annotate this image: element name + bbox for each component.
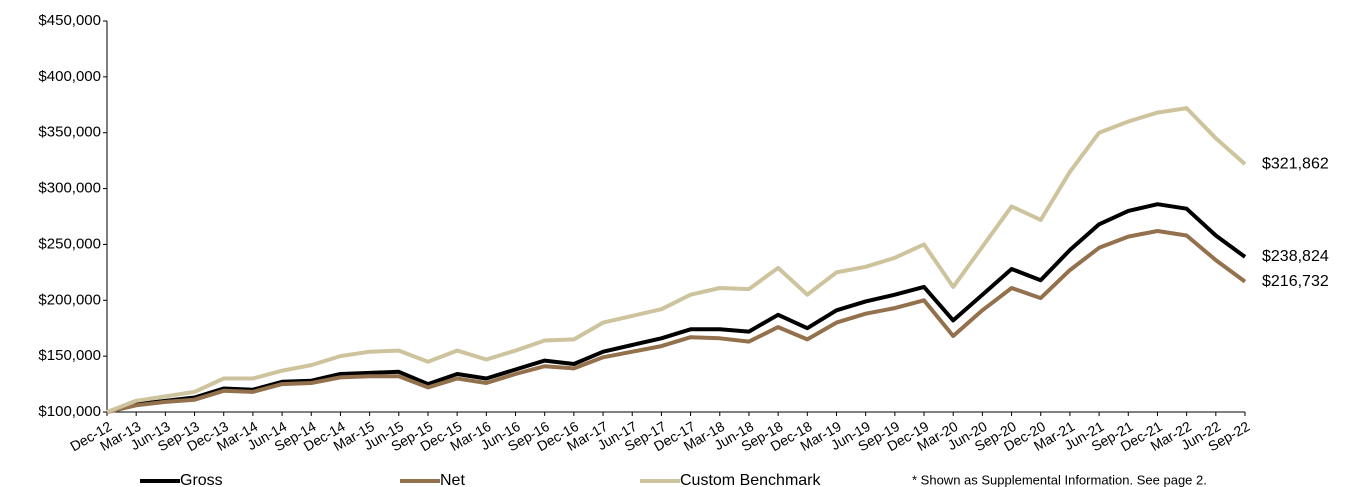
y-tick-label: $450,000 <box>38 12 101 29</box>
value-label: $238,824 <box>1262 248 1329 265</box>
legend-label: Gross <box>180 472 223 487</box>
series-line <box>106 202 1247 414</box>
y-tick-label: $150,000 <box>38 347 101 364</box>
y-tick-label: $100,000 <box>38 403 101 420</box>
y-tick-label: $400,000 <box>38 68 101 85</box>
series-line <box>106 106 1247 414</box>
value-label: $321,862 <box>1262 155 1329 172</box>
footnote: * Shown as Supplemental Information. See… <box>912 472 1207 487</box>
y-tick-label: $350,000 <box>38 124 101 141</box>
legend-label: Custom Benchmark <box>680 472 821 487</box>
y-tick-label: $200,000 <box>38 291 101 308</box>
legend-label: Net <box>440 472 465 487</box>
y-tick-label: $300,000 <box>38 180 101 197</box>
y-tick-label: $250,000 <box>38 235 101 252</box>
value-label: $216,732 <box>1262 273 1329 290</box>
series-line <box>106 229 1247 414</box>
